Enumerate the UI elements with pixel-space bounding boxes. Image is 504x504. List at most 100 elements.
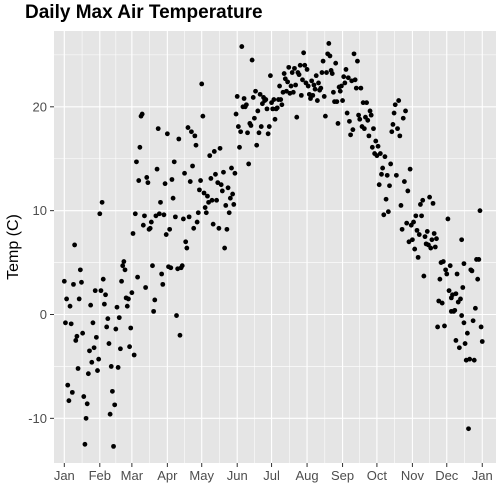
data-point: [235, 124, 241, 129]
data-point: [182, 170, 187, 176]
y-tick-label: 20: [33, 99, 47, 114]
data-point: [119, 278, 124, 284]
data-point: [453, 291, 459, 297]
data-point: [232, 170, 238, 176]
data-point: [255, 108, 261, 114]
x-tick-label: Jul: [263, 468, 280, 483]
data-point: [85, 371, 91, 377]
data-point: [383, 196, 389, 202]
data-point: [377, 151, 383, 156]
data-point: [224, 226, 230, 232]
data-point: [444, 271, 450, 277]
data-point: [285, 79, 290, 85]
data-point: [327, 53, 333, 59]
data-point: [140, 222, 146, 228]
data-point: [208, 176, 214, 181]
data-point: [356, 112, 361, 118]
data-point: [407, 166, 413, 172]
data-point: [369, 144, 375, 150]
data-point: [207, 153, 213, 159]
data-point: [471, 357, 477, 363]
data-point: [293, 82, 299, 88]
data-point: [320, 58, 326, 64]
data-point: [266, 124, 272, 129]
data-point: [153, 213, 159, 219]
data-point: [335, 121, 341, 126]
data-point: [422, 234, 428, 240]
data-point: [130, 231, 136, 236]
data-point: [64, 296, 69, 302]
data-point: [469, 268, 475, 274]
chart-title: Daily Max Air Temperature: [25, 2, 263, 23]
data-point: [430, 200, 436, 206]
data-point: [311, 82, 317, 88]
data-point: [414, 227, 420, 233]
data-point: [87, 348, 92, 354]
data-point: [76, 296, 82, 302]
data-point: [99, 199, 105, 205]
data-point: [351, 51, 357, 57]
data-point: [337, 88, 343, 94]
x-tick-label: Nov: [401, 468, 425, 483]
data-point: [161, 212, 167, 218]
data-point: [400, 115, 406, 121]
data-point: [270, 106, 276, 112]
data-point: [168, 265, 174, 271]
data-point: [304, 67, 310, 72]
data-point: [298, 92, 304, 98]
data-point: [360, 100, 366, 106]
data-point: [170, 195, 176, 201]
data-point: [202, 205, 208, 210]
x-tick-labels: Jan Feb Mar Apr May Jun Jul Aug Sep Oct Nov Dec Jan: [54, 468, 493, 483]
x-tick-label: Jun: [227, 468, 248, 483]
data-point: [185, 125, 191, 130]
x-tick-label: May: [189, 468, 214, 483]
data-point: [179, 263, 185, 269]
data-point: [467, 356, 473, 362]
data-point: [131, 352, 137, 358]
data-point: [439, 300, 445, 306]
y-axis-title: Temp (C): [5, 214, 22, 280]
data-point: [352, 77, 358, 83]
data-point: [404, 220, 410, 226]
data-point: [459, 313, 465, 318]
data-point: [341, 74, 347, 80]
data-point: [314, 98, 320, 103]
data-point: [74, 333, 80, 339]
data-point: [180, 216, 186, 222]
data-point: [68, 321, 74, 327]
data-point: [319, 70, 325, 75]
data-point: [382, 154, 388, 160]
data-point: [403, 108, 408, 114]
data-point: [405, 188, 411, 194]
data-point: [106, 341, 112, 346]
data-point: [456, 345, 462, 351]
data-point: [318, 85, 324, 91]
data-point: [339, 83, 344, 89]
data-point: [103, 292, 108, 298]
data-point: [380, 165, 386, 171]
data-point: [437, 276, 443, 282]
data-point: [367, 108, 373, 114]
data-point: [194, 219, 200, 225]
data-point: [169, 177, 175, 182]
data-point: [137, 144, 143, 150]
data-point: [61, 278, 67, 284]
data-point: [116, 315, 122, 321]
data-point: [344, 110, 350, 116]
data-point: [211, 149, 217, 154]
data-point: [385, 209, 391, 215]
data-point: [184, 245, 190, 251]
data-point: [218, 182, 224, 188]
data-point: [462, 341, 468, 346]
data-point: [309, 78, 315, 84]
data-point: [148, 219, 154, 225]
data-point: [358, 85, 364, 91]
data-point: [411, 219, 416, 225]
data-point: [217, 145, 223, 151]
data-point: [277, 83, 282, 89]
data-point: [127, 344, 132, 350]
x-tick-label: Apr: [157, 468, 178, 483]
data-point: [384, 172, 390, 178]
